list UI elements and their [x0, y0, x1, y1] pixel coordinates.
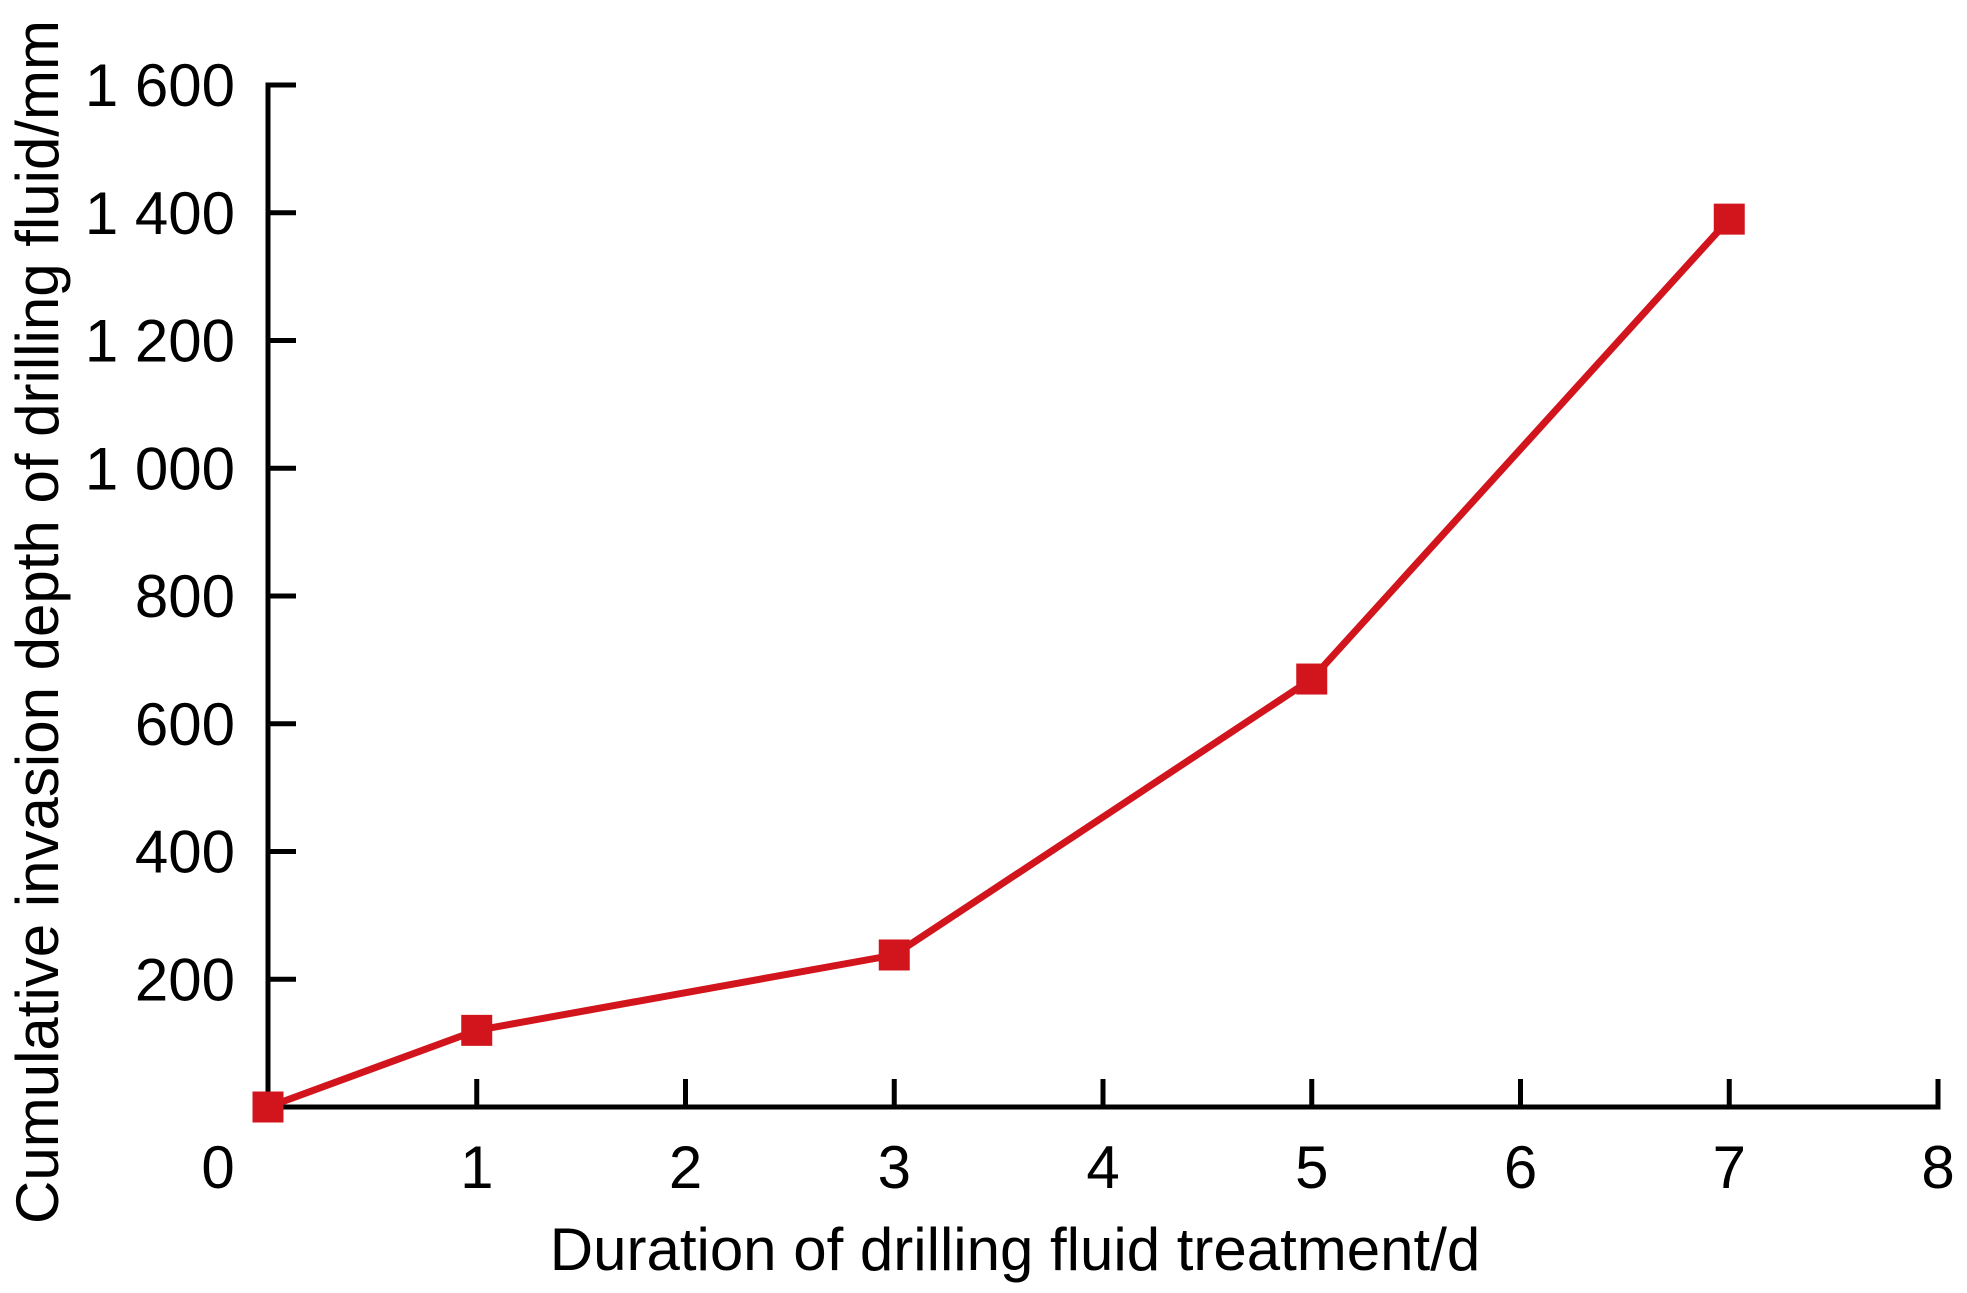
y-tick-label: 600	[135, 691, 235, 758]
y-tick-label: 800	[135, 563, 235, 630]
x-tick-label: 1	[460, 1134, 493, 1201]
x-tick-label: 5	[1295, 1134, 1328, 1201]
y-axis-title: Cumulative invasion depth of drilling fl…	[4, 20, 71, 1224]
x-tick-label: 3	[878, 1134, 911, 1201]
x-tick-label: 2	[669, 1134, 702, 1201]
x-tick-label: 8	[1921, 1134, 1954, 1201]
y-tick-label: 400	[135, 819, 235, 886]
y-tick-label: 1 200	[85, 308, 235, 375]
data-point-marker	[1713, 203, 1745, 235]
data-point-marker	[1296, 663, 1328, 695]
x-tick-label: 7	[1713, 1134, 1746, 1201]
data-point-marker	[461, 1014, 493, 1046]
y-tick-label: 1 000	[85, 435, 235, 502]
x-tick-label: 4	[1086, 1134, 1119, 1201]
y-tick-label: 1 400	[85, 180, 235, 247]
data-series-line	[266, 216, 1732, 1111]
y-tick-label: 1 600	[85, 52, 235, 119]
chart-layer: 0 1 2 3 4 5 6 7 8 200 400 600 800 1 000 1 200 1 400 1 60…	[85, 52, 1955, 1201]
x-axis-title: Duration of drilling fluid treatment/d	[550, 1216, 1480, 1283]
x-tick-label: 0	[201, 1134, 234, 1201]
x-tick-label: 6	[1504, 1134, 1537, 1201]
data-point-marker	[252, 1091, 284, 1123]
y-tick-label: 200	[135, 946, 235, 1013]
data-point-marker	[878, 939, 910, 971]
